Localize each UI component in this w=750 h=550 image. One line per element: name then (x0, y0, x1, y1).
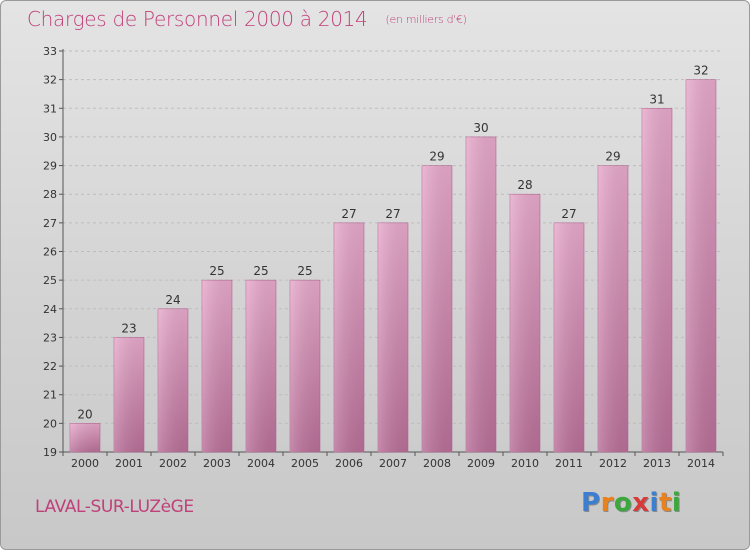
x-tick-label: 2013 (643, 457, 671, 470)
bar-shade-2009 (466, 136, 496, 452)
data-labels: 20 23 24 25 25 25 27 27 29 30 28 27 29 31 32 (77, 64, 708, 422)
logo-letter: P (581, 488, 601, 518)
bar-shade-2010 (510, 194, 540, 452)
x-tick-label: 2001 (115, 457, 143, 470)
bar-shade-2002 (158, 308, 188, 452)
data-label: 23 (121, 321, 136, 335)
x-tick-label: 2010 (511, 457, 539, 470)
bar-shade-2000 (70, 423, 100, 452)
y-tick-label: 26 (43, 246, 57, 259)
y-tick-label: 32 (43, 74, 57, 87)
chart-title: Charges de Personnel 2000 à 2014 (en mill… (27, 7, 467, 31)
y-tick-label: 30 (43, 131, 57, 144)
x-tick-labels: 2000 2001 2002 2003 2004 2005 2006 2007 2008 2009… (71, 457, 715, 470)
data-label: 25 (253, 264, 268, 278)
bar-shade-2008 (422, 165, 452, 453)
x-tick-label: 2009 (467, 457, 495, 470)
data-label: 32 (693, 64, 708, 78)
chart-title-text: Charges de Personnel 2000 à 2014 (27, 7, 368, 31)
y-tick-label: 28 (43, 188, 57, 201)
x-tick-label: 2011 (555, 457, 583, 470)
logo-letter: t (658, 488, 672, 518)
bar-shade-2003 (202, 280, 232, 452)
data-label: 25 (297, 264, 312, 278)
bar-shade-2014 (686, 79, 716, 453)
x-tick-label: 2014 (687, 457, 715, 470)
location-name: LAVAL-SUR-LUZèGE (35, 497, 194, 517)
x-tick-label: 2007 (379, 457, 407, 470)
data-label: 25 (209, 264, 224, 278)
x-tick-label: 2008 (423, 457, 451, 470)
y-tick-label: 31 (43, 102, 57, 115)
y-tick-label: 21 (43, 389, 57, 402)
y-tick-label: 19 (43, 446, 57, 459)
bar-shade-2001 (114, 337, 144, 452)
bar-shade-2011 (554, 222, 584, 452)
data-label: 28 (517, 178, 532, 192)
data-label: 29 (429, 150, 444, 164)
x-tick-label: 2012 (599, 457, 627, 470)
y-tick-labels: 19 20 21 22 23 24 25 26 27 28 29 30 31 32 33 (43, 45, 57, 459)
logo-letter: r (600, 488, 614, 518)
bar-shade-2005 (290, 280, 320, 452)
bar-shade-2007 (378, 222, 408, 452)
data-label: 20 (77, 407, 92, 421)
x-tick-label: 2006 (335, 457, 363, 470)
logo-letter: o (613, 488, 633, 518)
data-label: 30 (473, 121, 488, 135)
y-tick-label: 27 (43, 217, 57, 230)
bar-shade-2006 (334, 222, 364, 452)
x-tick-label: 2003 (203, 457, 231, 470)
chart-subtitle: (en milliers d'€) (385, 13, 467, 26)
data-label: 24 (165, 293, 180, 307)
proxiti-logo: Proxiti (581, 488, 681, 518)
y-tick-label: 25 (43, 274, 57, 287)
x-tick-label: 2002 (159, 457, 187, 470)
data-label: 31 (649, 92, 664, 106)
bar-shade-2012 (598, 165, 628, 453)
logo-letter: x (632, 488, 650, 518)
x-tick-label: 2005 (291, 457, 319, 470)
y-tick-label: 20 (43, 417, 57, 430)
y-tick-label: 24 (43, 303, 57, 316)
logo-letter: i (671, 488, 682, 518)
bar-shade-2004 (246, 280, 276, 452)
y-tick-label: 22 (43, 360, 57, 373)
y-tick-label: 23 (43, 331, 57, 344)
data-label: 29 (605, 150, 620, 164)
y-tick-label: 29 (43, 160, 57, 173)
y-tick-label: 33 (43, 45, 57, 58)
x-tick-label: 2004 (247, 457, 275, 470)
data-label: 27 (561, 207, 576, 221)
x-tick-label: 2000 (71, 457, 99, 470)
data-label: 27 (341, 207, 356, 221)
logo-letter: i (649, 488, 659, 518)
bar-shade-2013 (642, 108, 672, 453)
data-label: 27 (385, 207, 400, 221)
bars (69, 79, 717, 453)
